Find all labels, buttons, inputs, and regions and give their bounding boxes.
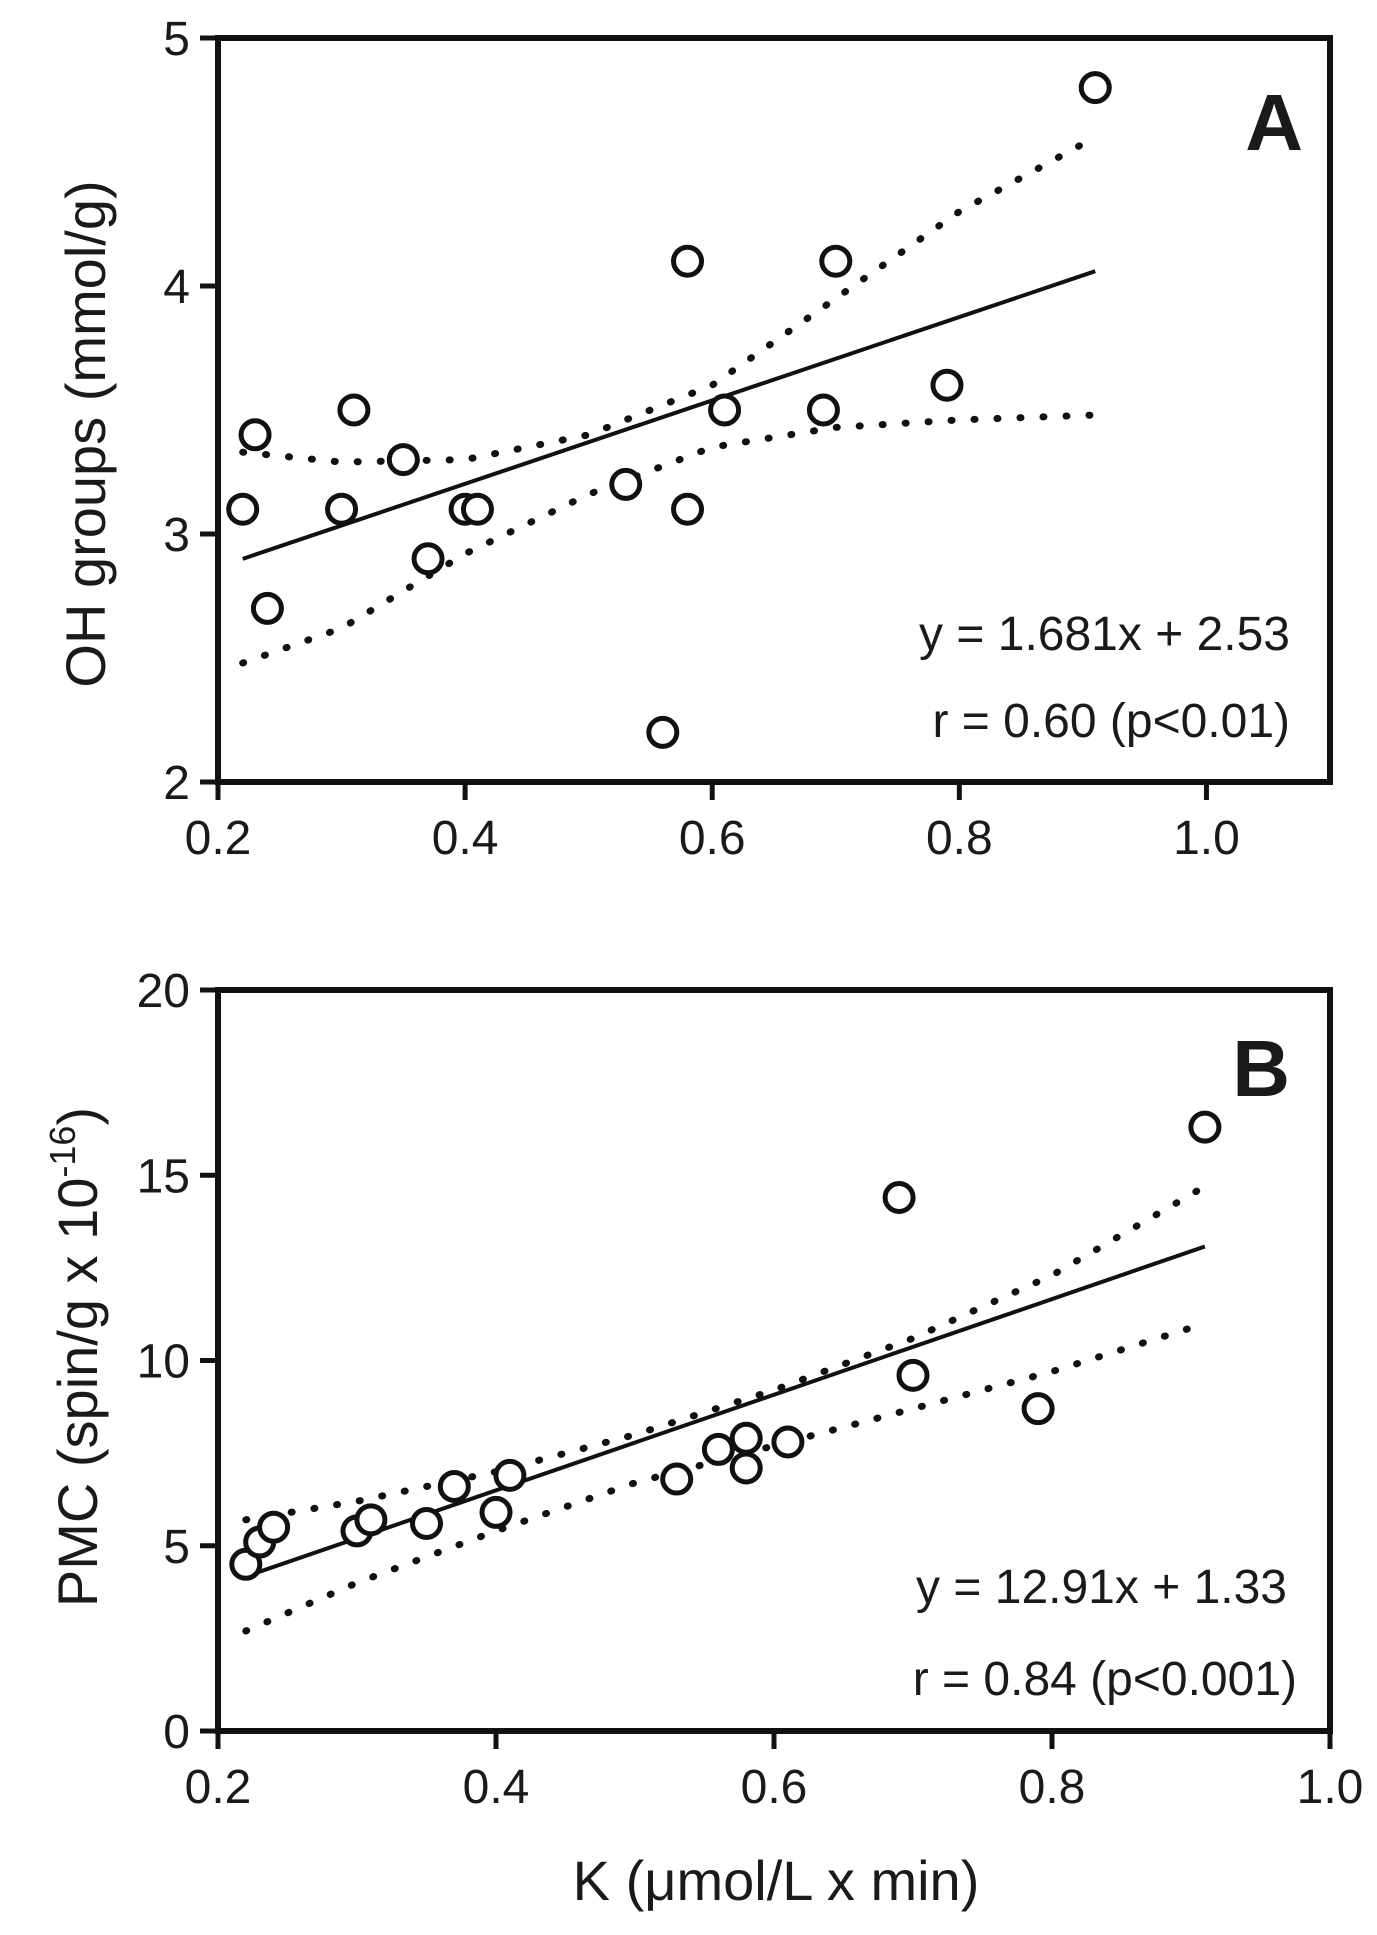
- ci-upper-band-a: [239, 133, 1099, 466]
- panel-letter-b: B: [1232, 1024, 1290, 1113]
- regression-equation-b: y = 12.91x + 1.33: [916, 1561, 1287, 1614]
- data-point-a-11: [671, 492, 705, 526]
- data-point-a-9: [609, 467, 643, 501]
- data-point-a-17: [1078, 71, 1112, 105]
- data-point-a-14: [806, 393, 840, 427]
- x-axis-title-b: K (μmol/L x min): [573, 1849, 980, 1912]
- correlation-text-b: r = 0.84 (p<0.001): [913, 1653, 1297, 1706]
- data-point-a-16: [930, 368, 964, 402]
- data-point-a-12: [671, 244, 705, 278]
- x-tick-label-a-4: 1.0: [1173, 812, 1240, 865]
- x-tick-label-a-0: 0.2: [185, 812, 252, 865]
- y-tick-label-a-3: 5: [163, 13, 190, 66]
- data-point-b-11: [729, 1451, 763, 1485]
- x-tick-label-a-2: 0.6: [679, 812, 746, 865]
- x-tick-label-a-3: 0.8: [926, 812, 993, 865]
- data-point-b-8: [493, 1458, 527, 1492]
- y-axis-title-b-superscript: -16: [42, 1126, 83, 1178]
- data-point-b-9: [660, 1462, 694, 1496]
- regression-line-a: [242, 269, 1096, 561]
- x-tick-label-b-1: 0.4: [463, 1761, 530, 1814]
- correlation-text-a: r = 0.60 (p<0.01): [932, 695, 1290, 748]
- data-point-b-12: [729, 1421, 763, 1455]
- plot-frame-b: [215, 987, 1333, 1734]
- y-tick-label-b-3: 15: [137, 1150, 190, 1203]
- data-point-a-6: [411, 542, 445, 576]
- data-point-a-0: [226, 492, 260, 526]
- panel-b-axes: 0 5 10 15 20 0.2 0.4 0.6 0.8 1.0: [137, 965, 1364, 1814]
- data-point-b-13: [771, 1425, 805, 1459]
- plot-frame-a: [215, 35, 1333, 785]
- data-point-a-2: [250, 591, 284, 625]
- data-point-a-5: [386, 443, 420, 477]
- x-tick-label-b-0: 0.2: [185, 1761, 252, 1814]
- data-point-a-8: [460, 492, 494, 526]
- data-point-a-13: [708, 393, 742, 427]
- panel-a-axes: 2 3 4 5 0.2 0.4 0.6 0.8 1.0: [163, 13, 1333, 865]
- data-point-b-10: [701, 1432, 735, 1466]
- data-point-a-10: [646, 715, 680, 749]
- x-tick-label-b-2: 0.6: [741, 1761, 808, 1814]
- panel-a-chart: OH groups (mmol/g) 2 3 4 5 0.2 0.4 0.6 0.8 1.0 A…: [54, 13, 1333, 865]
- regression-line-b: [245, 1244, 1206, 1579]
- y-tick-label-b-4: 20: [137, 965, 190, 1018]
- data-point-b-16: [1021, 1392, 1055, 1426]
- y-tick-label-a-1: 3: [163, 509, 190, 562]
- data-point-a-4: [337, 393, 371, 427]
- panel-a-confidence-bands: [239, 133, 1099, 667]
- regression-equation-a: y = 1.681x + 2.53: [919, 608, 1290, 661]
- y-axis-title-a: OH groups (mmol/g): [54, 180, 117, 687]
- ci-upper-band-b: [242, 1182, 1209, 1524]
- data-point-b-7: [479, 1495, 513, 1529]
- panel-a-points: [226, 71, 1112, 749]
- panel-letter-a: A: [1245, 78, 1303, 167]
- panel-b-points: [229, 1110, 1222, 1581]
- x-tick-label-b-4: 1.0: [1297, 1761, 1364, 1814]
- data-point-b-2: [257, 1510, 291, 1544]
- y-axis-title-b-end: ): [46, 1107, 109, 1126]
- y-axis-title-b: PMC (spin/g x 10-16): [42, 1107, 109, 1607]
- data-point-a-3: [325, 492, 359, 526]
- panel-a-y-axis-title: OH groups (mmol/g): [54, 180, 117, 687]
- data-point-b-14: [882, 1180, 916, 1214]
- data-point-a-15: [819, 244, 853, 278]
- y-tick-label-b-1: 5: [163, 1521, 190, 1574]
- data-point-b-17: [1188, 1110, 1222, 1144]
- data-point-b-6: [437, 1469, 471, 1503]
- y-tick-label-b-2: 10: [137, 1336, 190, 1389]
- data-point-b-5: [410, 1507, 443, 1541]
- data-point-b-15: [896, 1358, 930, 1392]
- x-tick-label-b-3: 0.8: [1019, 1761, 1086, 1814]
- x-tick-label-a-1: 0.4: [432, 812, 499, 865]
- y-axis-title-b-main: PMC (spin/g x 10: [46, 1178, 109, 1608]
- y-tick-label-a-2: 4: [163, 261, 190, 314]
- data-point-b-4: [354, 1503, 388, 1537]
- panel-a-regression-line: [242, 269, 1096, 561]
- y-tick-label-a-0: 2: [163, 757, 190, 810]
- panel-b-chart: PMC (spin/g x 10-16) 0 5 10 15 20 0.2 0.4 0.6 0.…: [42, 965, 1363, 1912]
- panel-b-confidence-bands: [242, 1182, 1209, 1635]
- panel-b-regression-line: [245, 1244, 1206, 1579]
- y-tick-label-b-0: 0: [163, 1706, 190, 1759]
- data-point-a-1: [238, 418, 272, 452]
